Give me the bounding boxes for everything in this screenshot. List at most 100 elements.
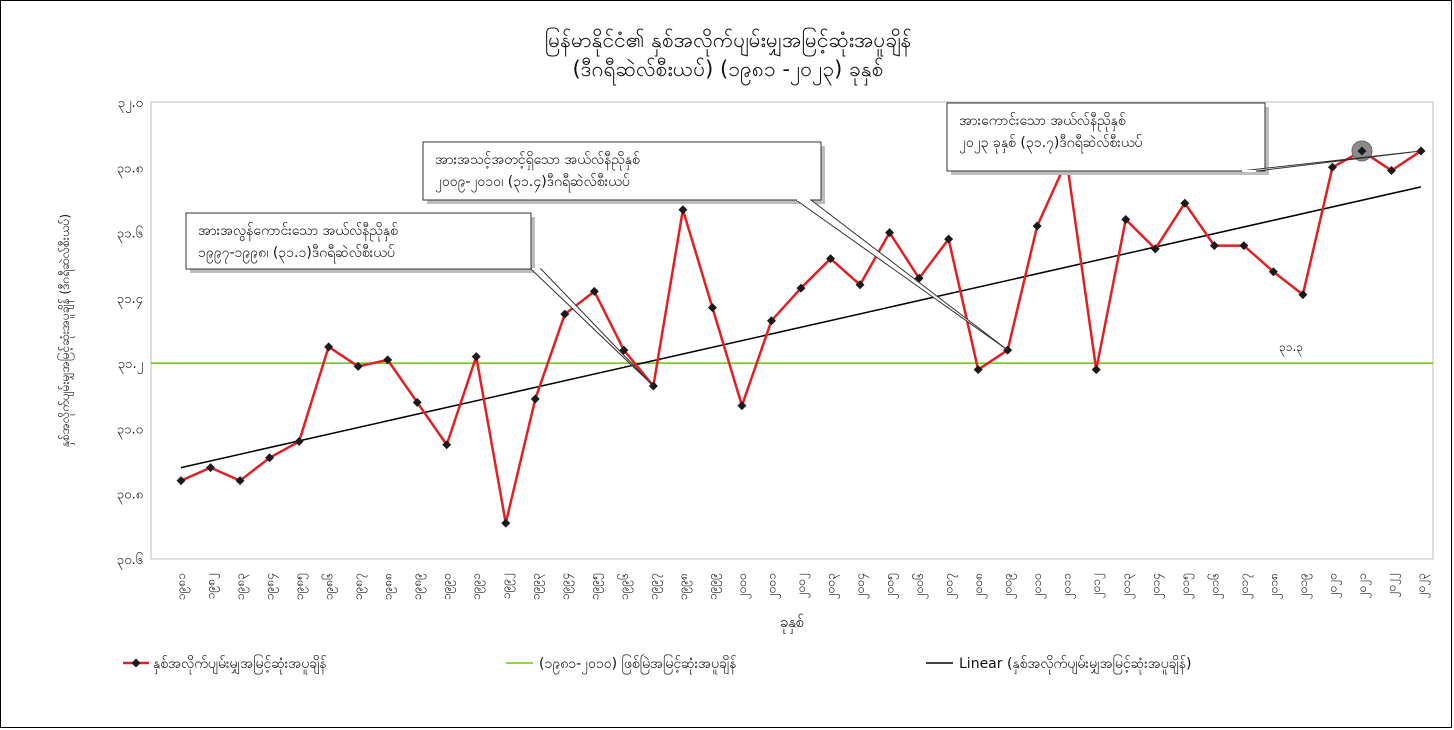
x-tick-label: ၁၉၈၁	[174, 573, 191, 600]
x-tick-label: ၂၀၁၉	[1296, 573, 1313, 599]
x-tick-label: ၂၀၁၈	[1266, 573, 1283, 599]
data-point	[383, 355, 393, 365]
data-point	[1209, 241, 1219, 251]
data-point	[560, 309, 570, 319]
x-tick-label: ၂၀၁၄	[1148, 573, 1165, 599]
data-point	[530, 394, 540, 404]
data-point	[206, 463, 216, 473]
legend-label-series3: Linear (နှစ်အလိုက်ပျမ်းမျှအမြင့်ဆုံးအပူခ…	[959, 655, 1191, 674]
x-tick-label: ၂၀၀၆	[911, 573, 929, 599]
x-tick-label: ၂၀၀၃	[824, 573, 841, 599]
normal-line-label: ၃၁.၃	[1279, 340, 1303, 357]
temperature-line	[180, 149, 1422, 525]
data-point	[944, 234, 954, 244]
x-tick-label: ၁၉၉၀	[440, 573, 457, 600]
x-tick-label: ၂၀၂၀	[1325, 573, 1342, 598]
data-point	[589, 286, 599, 296]
legend-label-series1: နှစ်အလိုက်ပျမ်းမျှအမြင့်ဆုံးအပူချိန်	[153, 655, 327, 674]
y-axis-title: နှစ်အလိုက်ပျမ်းမျှအမြင့်ဆုံးအပူချိန် (ဒီ…	[56, 214, 75, 447]
annotation-box	[185, 212, 532, 270]
annotation-line2: ၁၉၉၇-၁၉၉၈၊ (၃၁.၁)ဒီဂရီဆဲလ်စီးယပ်	[198, 245, 395, 263]
data-point	[294, 436, 304, 446]
data-point	[176, 476, 186, 486]
data-point	[1357, 146, 1367, 156]
data-point	[1150, 244, 1160, 254]
chart-title-line2: (ဒီဂရီဆဲလ်စီးယပ်) (၁၉၈၁ -၂၀၂၃) ခုနှစ်	[572, 57, 884, 81]
annotation-line1: အားကောင်းသော အယ်လ်နီညိုနှစ်	[959, 113, 1126, 131]
x-tick-label: ၂၀၂၁	[1355, 573, 1372, 598]
annotation-line1: အားအသင့်အတင့်ရှိသော အယ်လ်နီညိုနှစ်	[435, 152, 640, 170]
x-tick-label: ၁၉၈၃	[233, 573, 250, 600]
data-point	[471, 352, 481, 362]
data-point	[737, 401, 747, 411]
y-tick-label: ၃၁.၆	[117, 226, 143, 244]
x-tick-label: ၂၀၀၇	[942, 573, 959, 599]
y-tick-label: ၃၀.၆	[117, 552, 143, 570]
data-point	[1327, 162, 1337, 172]
data-point	[412, 397, 422, 407]
data-point	[353, 361, 363, 371]
y-tick-label: ၃၀.၈	[117, 488, 143, 505]
data-point	[766, 316, 776, 326]
legend-diamond-series1	[131, 658, 141, 668]
x-tick-label: ၂၀၁၅	[1178, 573, 1195, 599]
data-point	[796, 283, 806, 293]
data-point	[1298, 290, 1308, 300]
x-tick-label: ၁၉၉၈	[676, 573, 693, 600]
data-point	[1121, 215, 1131, 225]
x-tick-label: ၁၉၉၁	[469, 573, 486, 600]
y-tick-label: ၃၁.၈	[117, 161, 143, 178]
x-tick-label: ၁၉၉၂	[499, 573, 516, 599]
data-point	[265, 453, 275, 463]
x-tick-label: ၁၉၉၅	[587, 573, 604, 600]
data-point	[1091, 365, 1101, 375]
y-tick-label: ၃၁.၀	[117, 422, 143, 439]
annotation-line2: ၂၀၂၃ ခုနှစ် (၃၁.၇)ဒီဂရီဆဲလ်စီးယပ်	[959, 135, 1142, 153]
y-tick-label: ၃၁.၄	[117, 292, 144, 309]
x-tick-label: ၂၀၂၃	[1414, 573, 1431, 598]
data-point	[885, 228, 895, 238]
x-tick-label: ၁၉၈၇	[351, 573, 368, 600]
data-point	[1239, 241, 1249, 251]
data-point	[501, 518, 511, 528]
x-tick-label: ၂၀၁၀	[1030, 573, 1047, 599]
annotation-line2: ၂၀၀၉-၂၀၁၀၊ (၃၁.၄)ဒီဂရီဆဲလ်စီးယပ်	[435, 174, 630, 192]
x-axis-title: ခုနှစ်	[780, 613, 805, 634]
x-tick-label: ၂၀၀၁	[764, 573, 781, 599]
x-tick-label: ၂၀၀၅	[883, 573, 900, 599]
data-point	[324, 342, 334, 352]
data-point	[678, 205, 688, 215]
data-point	[1032, 221, 1042, 231]
x-tick-label: ၂၀၁၃	[1119, 573, 1136, 599]
x-tick-label: ၁၉၉၃	[528, 573, 545, 600]
x-tick-label: ၂၀၀၂	[794, 573, 811, 598]
x-tick-label: ၁၉၈၉	[410, 573, 427, 600]
x-tick-label: ၂၀၂၂	[1384, 573, 1401, 597]
data-point	[1268, 267, 1278, 277]
x-tick-label: ၂၀၀၄	[853, 573, 870, 599]
x-tick-label: ၁၉၉၄	[558, 573, 575, 600]
x-tick-label: ၂၀၀၉	[1001, 573, 1018, 599]
data-point	[235, 476, 245, 486]
y-tick-label: ၃၁.၂	[118, 357, 143, 374]
x-tick-label: ၁၉၈၄	[263, 573, 280, 600]
x-tick-label: ၁၉၈၈	[381, 573, 398, 600]
legend-label-series2: (၁၉၈၁-၂၀၁၀) ဖြစ်မြဲအမြင့်ဆုံးအပူချိန်	[539, 655, 736, 674]
x-tick-label: ၁၉၉၆	[616, 573, 634, 600]
trend-line	[180, 186, 1422, 469]
data-point	[707, 303, 717, 313]
x-tick-label: ၁၉၈၆	[321, 573, 339, 600]
annotation-pointer	[529, 268, 654, 387]
x-tick-label: ၁၉၉၉	[705, 573, 722, 600]
plot-area-border	[150, 101, 1434, 560]
x-tick-label: ၂၀၁၇	[1237, 573, 1254, 599]
x-tick-label: ၂၀၀၀	[735, 573, 752, 599]
data-point	[855, 280, 865, 290]
data-point	[1180, 198, 1190, 208]
data-point	[973, 365, 983, 375]
x-tick-label: ၂၀၁၂	[1089, 573, 1106, 598]
data-point	[1386, 166, 1396, 176]
annotation-line1: အားအလွန်ကောင်းသော အယ်လ်နီညိုနှစ်	[198, 223, 398, 241]
